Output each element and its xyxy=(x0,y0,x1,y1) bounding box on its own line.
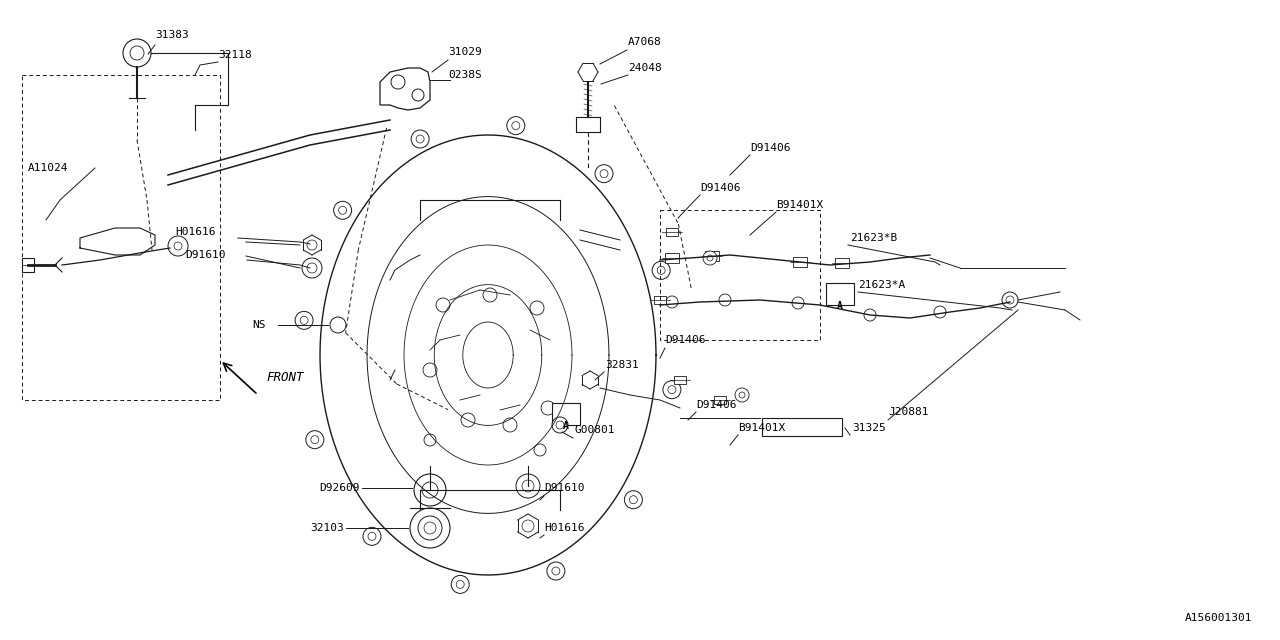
Text: 31325: 31325 xyxy=(852,423,886,433)
Circle shape xyxy=(522,520,534,532)
Text: D91406: D91406 xyxy=(750,143,791,153)
Circle shape xyxy=(422,363,436,377)
Text: 31029: 31029 xyxy=(448,47,481,57)
Text: 32118: 32118 xyxy=(218,50,252,60)
Circle shape xyxy=(334,201,352,220)
Text: A11024: A11024 xyxy=(28,163,69,173)
Bar xyxy=(675,376,686,384)
Circle shape xyxy=(735,388,749,402)
Text: 31383: 31383 xyxy=(155,30,188,40)
Circle shape xyxy=(410,508,451,548)
Circle shape xyxy=(123,39,151,67)
Circle shape xyxy=(452,575,470,593)
Circle shape xyxy=(503,418,517,432)
Polygon shape xyxy=(380,68,430,110)
Text: B91401X: B91401X xyxy=(776,200,823,210)
Text: G00801: G00801 xyxy=(573,425,614,435)
Circle shape xyxy=(302,258,323,278)
Text: 21623*A: 21623*A xyxy=(858,280,905,290)
Circle shape xyxy=(424,434,436,446)
Text: H01616: H01616 xyxy=(544,523,585,533)
Circle shape xyxy=(552,417,568,433)
Text: D91406: D91406 xyxy=(696,400,736,410)
Circle shape xyxy=(364,527,381,545)
Bar xyxy=(666,253,678,263)
Circle shape xyxy=(864,309,876,321)
Bar xyxy=(705,251,719,261)
Circle shape xyxy=(792,297,804,309)
Circle shape xyxy=(413,474,445,506)
Text: 0238S: 0238S xyxy=(448,70,481,80)
Text: B91401X: B91401X xyxy=(739,423,785,433)
Text: 24048: 24048 xyxy=(628,63,662,73)
Text: 32831: 32831 xyxy=(605,360,639,370)
Circle shape xyxy=(507,116,525,134)
Circle shape xyxy=(666,296,678,308)
Bar xyxy=(22,258,35,272)
Text: A: A xyxy=(563,421,568,431)
Bar xyxy=(666,228,678,236)
Circle shape xyxy=(436,298,451,312)
Text: J20881: J20881 xyxy=(888,407,928,417)
Circle shape xyxy=(412,89,424,101)
Bar xyxy=(654,296,666,304)
Circle shape xyxy=(541,401,556,415)
Circle shape xyxy=(461,413,475,427)
Circle shape xyxy=(703,251,717,265)
Text: 21623*B: 21623*B xyxy=(850,233,897,243)
Circle shape xyxy=(516,474,540,498)
Text: D91610: D91610 xyxy=(544,483,585,493)
Circle shape xyxy=(330,317,346,333)
Circle shape xyxy=(411,130,429,148)
Text: A7068: A7068 xyxy=(628,37,662,47)
Text: NS: NS xyxy=(252,320,265,330)
Bar xyxy=(552,403,580,425)
Text: D92609: D92609 xyxy=(320,483,360,493)
Text: D91406: D91406 xyxy=(666,335,705,345)
Text: 32103: 32103 xyxy=(310,523,344,533)
Circle shape xyxy=(595,164,613,182)
Text: A: A xyxy=(837,301,844,311)
Circle shape xyxy=(719,294,731,306)
Bar xyxy=(762,418,842,436)
Circle shape xyxy=(419,516,442,540)
Circle shape xyxy=(168,236,188,256)
Bar xyxy=(714,396,726,404)
Circle shape xyxy=(547,562,564,580)
Text: FRONT: FRONT xyxy=(266,371,303,383)
Circle shape xyxy=(663,381,681,399)
Circle shape xyxy=(390,75,404,89)
Circle shape xyxy=(934,306,946,318)
Text: A156001301: A156001301 xyxy=(1184,613,1252,623)
Text: D91610: D91610 xyxy=(186,250,225,260)
Circle shape xyxy=(1002,292,1018,308)
Circle shape xyxy=(483,288,497,302)
Circle shape xyxy=(306,431,324,449)
Text: H01616: H01616 xyxy=(175,227,215,237)
Circle shape xyxy=(625,491,643,509)
Text: D91406: D91406 xyxy=(700,183,741,193)
Circle shape xyxy=(296,311,314,330)
Bar xyxy=(835,258,849,268)
Bar xyxy=(826,283,854,305)
Circle shape xyxy=(534,444,547,456)
Circle shape xyxy=(653,261,671,279)
Bar xyxy=(794,257,806,267)
Circle shape xyxy=(530,301,544,315)
